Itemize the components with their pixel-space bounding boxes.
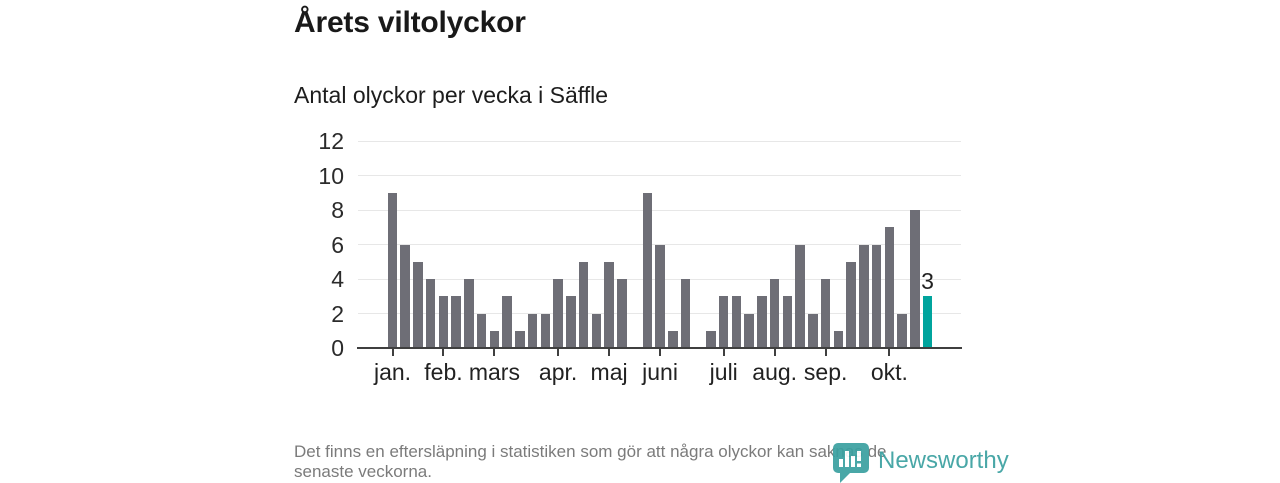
- bar: [553, 279, 563, 348]
- bar: [910, 210, 920, 348]
- bar: [897, 313, 907, 348]
- x-axis-tick: [659, 349, 662, 356]
- x-axis-tick: [722, 349, 725, 356]
- x-axis-tick: [391, 349, 394, 356]
- bar: [884, 227, 895, 348]
- bar: [578, 261, 589, 348]
- month-label: maj: [590, 359, 628, 385]
- bar: [731, 296, 742, 348]
- bar: [591, 313, 602, 348]
- x-axis-tick: [773, 349, 776, 356]
- bar: [476, 313, 487, 348]
- month-label: juni: [642, 359, 678, 385]
- bar: [655, 244, 665, 348]
- x-axis-tick: [608, 349, 611, 356]
- month-label: juli: [709, 359, 738, 385]
- footnote-line-1: Det finns en eftersläpning i statistiken…: [294, 442, 887, 461]
- bar: [604, 261, 614, 348]
- x-axis-tick: [557, 349, 560, 356]
- y-axis-tick-label: 10: [318, 162, 344, 189]
- bar: [566, 296, 576, 348]
- bar: [642, 192, 653, 348]
- bar: [757, 296, 767, 348]
- bar: [718, 296, 729, 348]
- x-axis-tick: [888, 349, 891, 356]
- bar: [387, 192, 398, 348]
- gridline: [358, 175, 961, 176]
- y-axis-tick-label: 6: [331, 231, 344, 258]
- gridline: [358, 209, 961, 211]
- month-label: feb.: [424, 359, 463, 385]
- y-axis-tick-label: 8: [331, 197, 344, 223]
- bar: [489, 330, 500, 348]
- bar: [438, 296, 449, 348]
- bar: [859, 244, 869, 348]
- month-label: okt.: [870, 359, 908, 385]
- bar: [808, 313, 818, 348]
- bar: [833, 330, 844, 348]
- month-label: sep.: [803, 359, 848, 385]
- bar: [871, 244, 882, 348]
- bar: [795, 244, 805, 348]
- bar: [668, 330, 678, 348]
- month-label: aug.: [752, 359, 798, 385]
- x-axis-tick: [493, 349, 496, 356]
- x-axis-line: [357, 347, 962, 349]
- y-axis-tick-label: 2: [331, 300, 344, 327]
- highlighted-bar-value-label: 3: [921, 268, 934, 295]
- bar: [527, 313, 538, 348]
- y-axis-tick-label: 0: [331, 335, 344, 361]
- x-axis-tick: [824, 349, 827, 356]
- x-axis-tick: [442, 349, 445, 356]
- y-axis-tick-label: 12: [318, 128, 344, 154]
- y-axis-tick-label: 4: [331, 266, 344, 292]
- chart-subtitle: Antal olyckor per vecka i Säffle: [294, 82, 609, 108]
- highlighted-bar: [922, 296, 933, 348]
- bar: [617, 279, 627, 348]
- bar: [464, 279, 474, 348]
- newsworthy-wordmark: Newsworthy: [878, 447, 1009, 474]
- bar: [782, 296, 793, 348]
- bar: [502, 296, 512, 348]
- gridline: [358, 140, 961, 142]
- bar: [680, 279, 691, 348]
- bar: [540, 313, 551, 348]
- chart-title: Årets viltolyckor: [294, 6, 526, 39]
- footnote-line-2: senaste veckorna.: [294, 462, 432, 481]
- newsworthy-logo: Newsworthy: [833, 443, 1009, 483]
- bar: [744, 313, 754, 348]
- footnote: Det finns en eftersläpning i statistiken…: [294, 442, 994, 482]
- month-label: apr.: [538, 359, 578, 385]
- newsworthy-speech-bubble-chart-icon: [833, 443, 869, 483]
- bar: [425, 279, 436, 348]
- bar: [706, 330, 716, 348]
- month-label: jan.: [373, 359, 412, 385]
- bar: [413, 261, 423, 348]
- month-label: mars: [468, 359, 520, 385]
- bar: [515, 330, 525, 348]
- bar: [820, 279, 831, 348]
- bar: [451, 296, 461, 348]
- bar: [769, 279, 780, 348]
- bar: [400, 244, 410, 348]
- bar: [846, 261, 856, 348]
